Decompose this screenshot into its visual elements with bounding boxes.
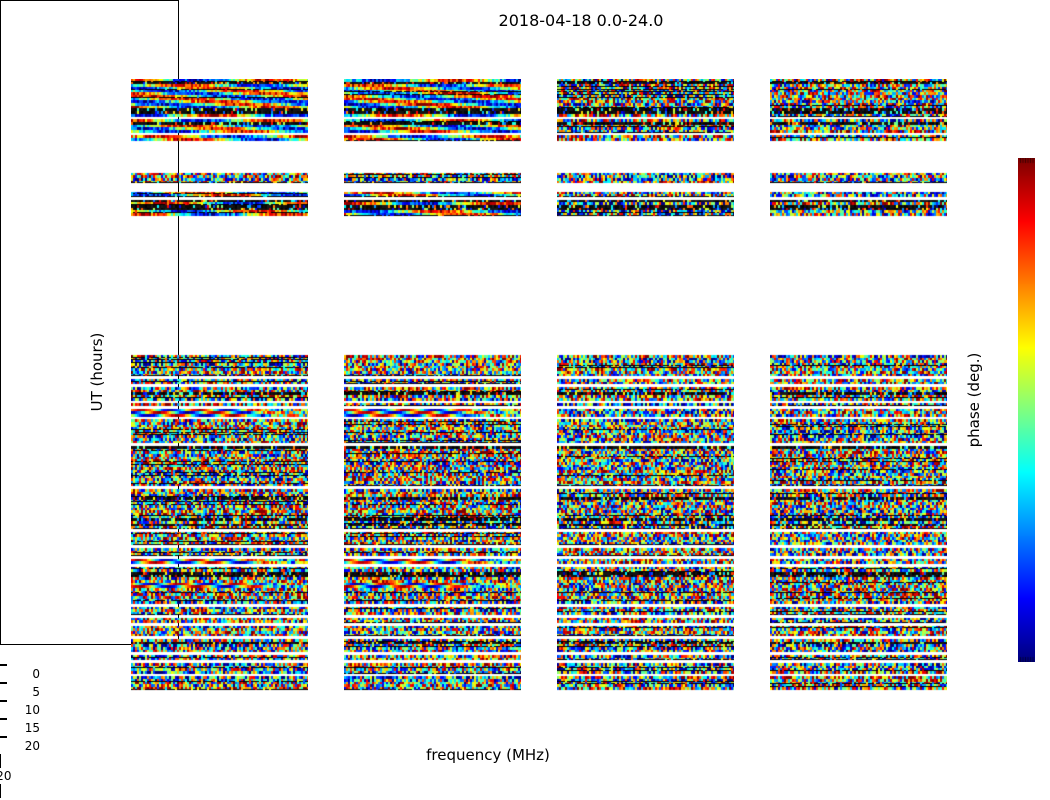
y-tick: [0, 700, 7, 701]
y-axis-label: UT (hours): [88, 332, 106, 412]
y-tick-label: 15: [24, 721, 40, 735]
y-tick: [0, 737, 7, 738]
x-axis-label: frequency (MHz): [426, 746, 550, 764]
heatmap-yy: [344, 79, 521, 722]
y-tick: [0, 664, 7, 665]
figure-title: 2018-04-18 0.0-24.0: [498, 11, 664, 30]
y-tick-label: 20: [24, 739, 40, 753]
colorbar-label: phase (deg.): [965, 352, 983, 448]
y-tick: [0, 665, 7, 666]
x-tick: [0, 761, 1, 768]
y-tick: [0, 718, 7, 719]
y-tick: [0, 719, 7, 720]
heatmap-yx: [770, 79, 947, 722]
y-tick-label: 5: [32, 685, 40, 699]
heatmap-xy: [557, 79, 734, 722]
y-tick-label: 10: [24, 703, 40, 717]
x-tick: [0, 784, 1, 791]
x-tick-label: 320: [0, 769, 12, 783]
y-tick-label: 0: [32, 667, 40, 681]
y-tick: [0, 701, 7, 702]
heatmap-xx: [131, 79, 308, 722]
x-tick: [0, 754, 1, 761]
y-tick: [0, 736, 7, 737]
colorbar-gradient: [1018, 158, 1035, 662]
y-tick: [0, 683, 7, 684]
x-tick: [0, 791, 1, 798]
y-tick: [0, 682, 7, 683]
